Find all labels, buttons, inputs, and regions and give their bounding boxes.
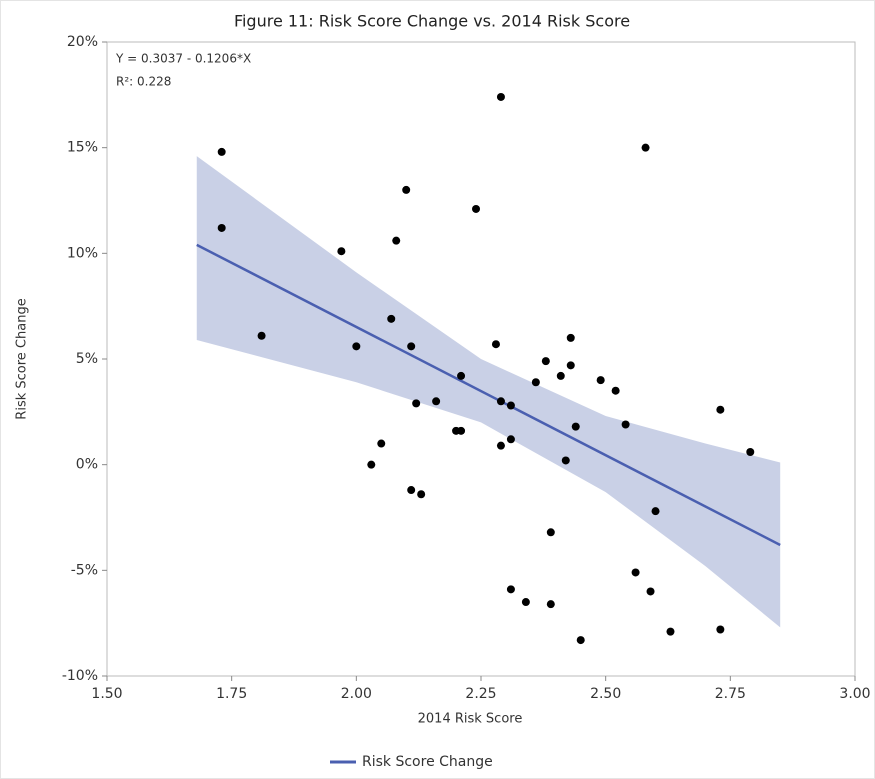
point [496,397,505,406]
fit-line [196,243,781,547]
point [546,600,555,609]
y-tick-label: -5% [71,562,98,578]
point [377,439,386,448]
chart-title: Figure 11: Risk Score Change vs. 2014 Ri… [234,12,630,31]
y-tick-label: 10% [67,245,98,261]
point [571,422,580,431]
point [611,386,620,395]
r-squared: R²: 0.228 [116,75,171,89]
y-tick-label: 5% [76,351,98,367]
x-axis-label: 2014 Risk Score [418,712,523,727]
point [417,490,426,499]
point [631,568,640,577]
point [651,507,660,516]
point [496,441,505,450]
x-tick-label: 2.25 [465,686,496,702]
point [352,342,361,351]
point [556,371,565,380]
point [387,314,396,323]
x-tick-label: 1.50 [91,686,122,702]
point [432,397,441,406]
x-tick-label: 2.50 [590,686,621,702]
point [407,342,416,351]
point [561,456,570,465]
point [337,247,346,256]
point [531,378,540,387]
point [646,587,655,596]
point [217,147,226,156]
point [457,426,466,435]
point [407,486,416,495]
point [257,331,266,340]
y-axis-label: Risk Score Change [15,298,30,419]
point [392,236,401,245]
point [506,435,515,444]
point [506,401,515,410]
point [217,223,226,232]
point [496,92,505,101]
y-tick-label: 0% [76,457,98,473]
y-tick-label: 20% [67,34,98,50]
legend-label: Risk Score Change [362,754,493,770]
confidence-band [196,156,781,628]
x-tick-label: 3.00 [839,686,870,702]
point [576,636,585,645]
point [541,357,550,366]
point [491,340,500,349]
plot-area: 1.50 1.75 2.00 2.25 2.50 2.75 3.00 -10% -5% 0% 5% 1… [62,34,871,702]
x-tick-label: 2.75 [715,686,746,702]
x-tick-label: 1.75 [216,686,247,702]
point [716,625,725,634]
point [596,376,605,385]
point [621,420,630,429]
x-tick-label: 2.00 [341,686,372,702]
point [641,143,650,152]
y-tick-label: -10% [62,668,98,684]
y-tick-label: 15% [67,140,98,156]
point [666,627,675,636]
point [546,528,555,537]
point [402,185,411,194]
point [472,204,481,213]
point [746,447,755,456]
point [521,598,530,607]
equation: Y = 0.3037 - 0.1206*X [115,52,251,66]
point [566,333,575,342]
point [367,460,376,469]
point [506,585,515,594]
point [716,405,725,414]
point [457,371,466,380]
point [412,399,421,408]
point [566,361,575,370]
